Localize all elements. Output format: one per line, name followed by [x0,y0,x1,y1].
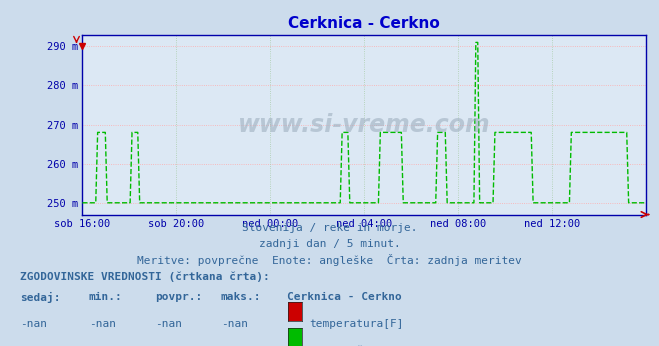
Text: povpr.:: povpr.: [155,292,202,302]
Text: www.si-vreme.com: www.si-vreme.com [238,112,490,137]
Text: Meritve: povprečne  Enote: angleške  Črta: zadnja meritev: Meritve: povprečne Enote: angleške Črta:… [137,254,522,266]
Text: sedaj:: sedaj: [20,292,60,303]
Text: -nan: -nan [155,319,182,329]
Text: ZGODOVINSKE VREDNOSTI (črtkana črta):: ZGODOVINSKE VREDNOSTI (črtkana črta): [20,272,270,282]
Text: -nan: -nan [221,319,248,329]
Text: maks.:: maks.: [221,292,261,302]
Title: Cerknica - Cerkno: Cerknica - Cerkno [288,16,440,31]
Text: temperatura[F]: temperatura[F] [309,319,403,329]
Text: -nan: -nan [20,319,47,329]
Text: -nan: -nan [89,319,116,329]
Text: zadnji dan / 5 minut.: zadnji dan / 5 minut. [258,239,401,249]
Text: Slovenija / reke in morje.: Slovenija / reke in morje. [242,223,417,233]
Text: min.:: min.: [89,292,123,302]
Text: Cerknica - Cerkno: Cerknica - Cerkno [287,292,401,302]
